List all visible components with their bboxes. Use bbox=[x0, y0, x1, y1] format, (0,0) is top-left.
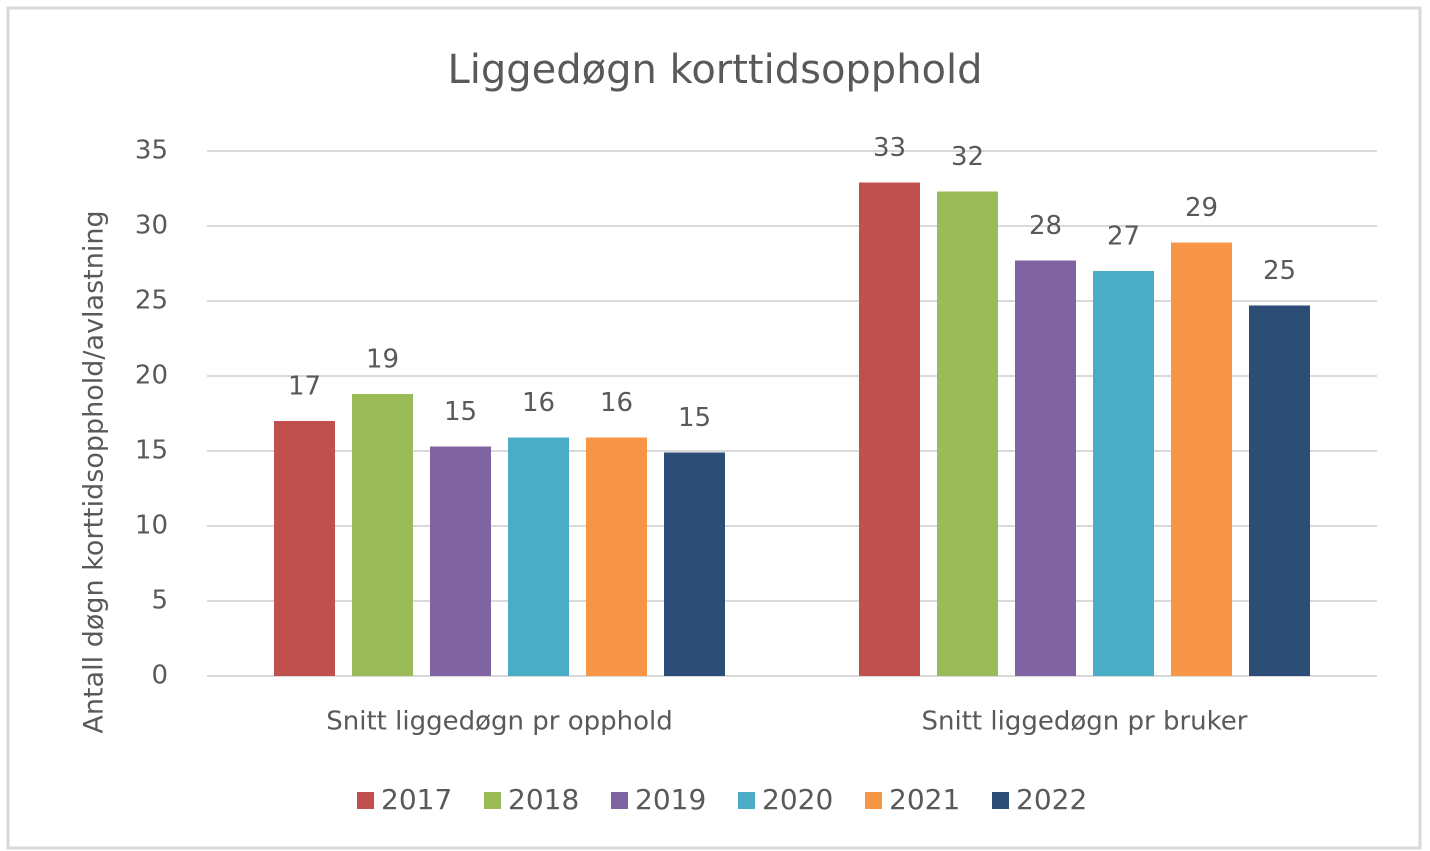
y-tick-label: 25 bbox=[135, 286, 168, 316]
legend-label: 2017 bbox=[381, 783, 452, 816]
data-label: 15 bbox=[444, 397, 477, 427]
legend-label: 2021 bbox=[889, 783, 960, 816]
y-axis-label: Antall døgn korttidsopphold/avlastning bbox=[79, 210, 110, 733]
data-label: 16 bbox=[600, 388, 633, 418]
chart-title: Liggedøgn korttidsopphold bbox=[447, 47, 982, 93]
bar bbox=[664, 452, 725, 676]
legend-swatch bbox=[865, 792, 882, 809]
bar bbox=[508, 437, 569, 676]
data-label: 19 bbox=[366, 345, 399, 375]
y-tick-label: 35 bbox=[135, 136, 168, 166]
bar bbox=[1015, 260, 1076, 676]
legend-swatch bbox=[484, 792, 501, 809]
y-tick-label: 30 bbox=[135, 211, 168, 241]
x-tick-label: Snitt liggedøgn pr bruker bbox=[922, 707, 1248, 737]
x-tick-label: Snitt liggedøgn pr opphold bbox=[326, 707, 672, 737]
legend-swatch bbox=[992, 792, 1009, 809]
data-label: 32 bbox=[951, 142, 984, 172]
data-label: 16 bbox=[522, 388, 555, 418]
legend-swatch bbox=[357, 792, 374, 809]
y-tick-label: 10 bbox=[135, 511, 168, 541]
y-tick-label: 20 bbox=[135, 361, 168, 391]
bar bbox=[937, 191, 998, 676]
data-label: 27 bbox=[1107, 222, 1140, 252]
legend-swatch bbox=[738, 792, 755, 809]
y-tick-label: 0 bbox=[151, 661, 168, 691]
legend-swatch bbox=[611, 792, 628, 809]
data-label: 28 bbox=[1029, 211, 1062, 241]
bar bbox=[1171, 242, 1232, 676]
bar bbox=[859, 182, 920, 676]
bar bbox=[430, 446, 491, 676]
legend-label: 2018 bbox=[508, 783, 579, 816]
y-tick-label: 5 bbox=[151, 586, 168, 616]
bar bbox=[274, 421, 335, 676]
legend-label: 2020 bbox=[762, 783, 833, 816]
data-label: 17 bbox=[288, 372, 321, 402]
bar bbox=[586, 437, 647, 676]
y-tick-label: 15 bbox=[135, 436, 168, 466]
bar bbox=[352, 394, 413, 676]
data-label: 33 bbox=[873, 133, 906, 163]
data-label: 15 bbox=[678, 403, 711, 433]
data-label: 25 bbox=[1263, 256, 1296, 286]
data-label: 29 bbox=[1185, 193, 1218, 223]
legend-label: 2019 bbox=[635, 783, 706, 816]
bar bbox=[1249, 305, 1310, 676]
bar bbox=[1093, 271, 1154, 676]
legend-label: 2022 bbox=[1016, 783, 1087, 816]
